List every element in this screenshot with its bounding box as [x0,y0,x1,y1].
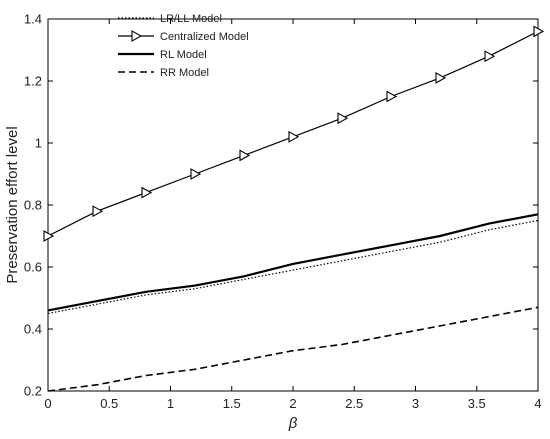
plot-frame [47,18,539,392]
x-tick-label: 3 [412,396,419,411]
y-tick-label: 0.8 [24,198,42,213]
legend: LR/LL Model Centralized Model RL Model RR M… [118,13,249,79]
series-line-2 [47,213,539,312]
data-point-marker [337,112,349,125]
series-layer [43,25,545,392]
data-point-marker [288,130,300,143]
y-axis: 0.2 0.4 0.6 0.8 1 1.2 1.4 [24,12,538,399]
data-point-marker [386,90,398,103]
data-point-marker [239,149,251,162]
legend-label: RL Model [160,49,207,61]
x-tick-label: 1.5 [223,396,241,411]
legend-label: RR Model [160,67,209,79]
data-point-marker [190,168,202,180]
x-tick-label: 0.5 [100,396,118,411]
data-point-marker [484,50,496,63]
y-tick-label: 1.2 [24,74,42,89]
y-tick-label: 0.2 [24,384,42,399]
series-line-3 [47,306,539,392]
y-tick-label: 1 [35,136,42,151]
x-tick-label: 2.5 [345,396,363,411]
x-tick-label: 3.5 [468,396,486,411]
data-point-marker [141,186,153,199]
y-tick-label: 0.6 [24,260,42,275]
series-line-0 [47,219,539,315]
y-tick-label: 1.4 [24,12,42,27]
x-tick-label: 2 [289,396,296,411]
x-axis-title: β [288,415,298,432]
legend-marker [131,30,143,42]
data-point-marker [533,25,545,38]
x-tick-label: 0 [44,396,51,411]
legend-label: LR/LL Model [160,13,222,25]
x-axis: 0 0.5 1 1.5 2 2.5 3 3.5 4 [44,19,542,411]
x-tick-label: 4 [534,396,541,411]
y-tick-label: 0.4 [24,322,42,337]
y-axis-title: Preservation effort level [4,126,21,283]
data-point-marker [435,71,447,84]
x-tick-label: 1 [167,396,174,411]
data-point-marker [92,205,104,218]
data-point-marker [43,230,55,242]
legend-label: Centralized Model [160,31,249,43]
